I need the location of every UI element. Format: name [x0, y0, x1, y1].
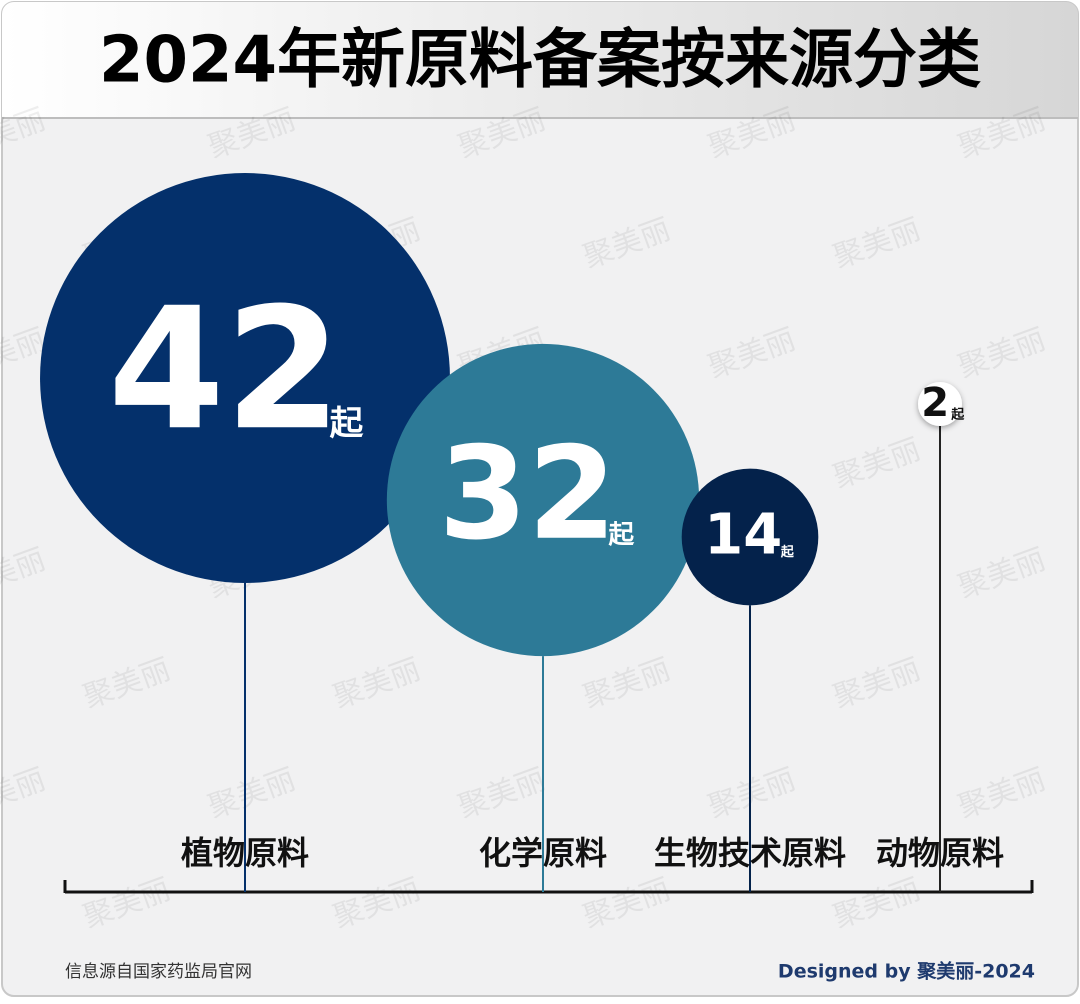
bubble [918, 382, 962, 426]
chart-title: 2024年新原料备案按来源分类 [99, 24, 981, 98]
value-label: 2 [921, 380, 949, 426]
category-label: 生物技术原料 [654, 834, 846, 872]
watermark: 聚美丽 [1079, 212, 1080, 276]
unit-label: 起 [780, 544, 795, 560]
unit-label: 起 [950, 407, 965, 423]
bubble [681, 468, 819, 606]
value-label: 42 [108, 271, 342, 467]
source-note: 信息源自国家药监局官网 [65, 962, 252, 982]
value-label: 14 [704, 503, 782, 568]
unit-label: 起 [608, 520, 634, 550]
bubble [40, 173, 450, 583]
watermark: 聚美丽 [1079, 872, 1080, 936]
unit-label: 起 [330, 404, 364, 443]
category-label: 动物原料 [876, 834, 1004, 872]
header [2, 2, 1078, 118]
credit: Designed by 聚美丽-2024 [778, 960, 1035, 983]
watermark: 聚美丽 [1079, 652, 1080, 716]
watermark: 聚美丽 [1079, 432, 1080, 496]
category-label: 植物原料 [181, 834, 309, 872]
value-label: 32 [439, 420, 617, 569]
category-label: 化学原料 [479, 834, 607, 872]
bubble [386, 343, 700, 657]
